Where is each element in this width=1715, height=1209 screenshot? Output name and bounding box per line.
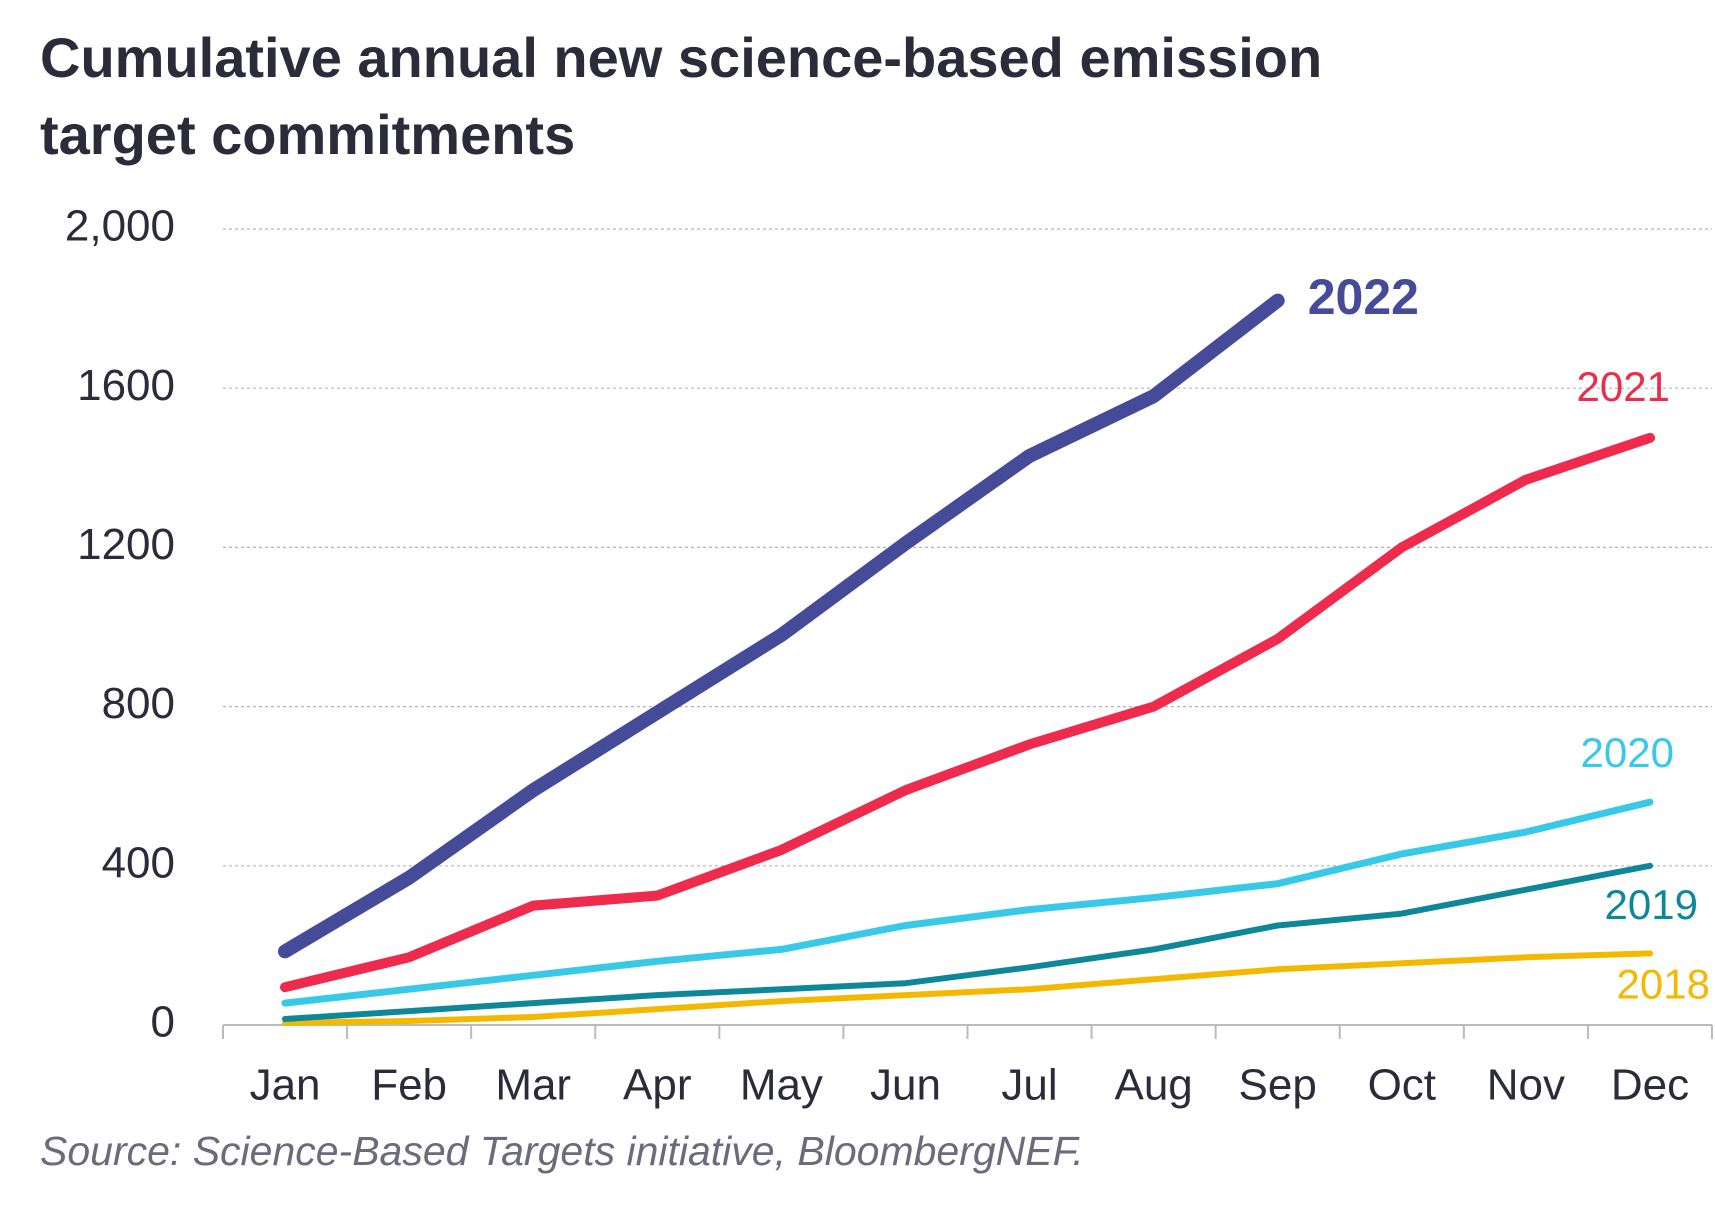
y-tick-label: 1200 — [77, 520, 175, 569]
series-line — [281, 798, 1654, 1007]
y-tick-label: 1600 — [77, 361, 175, 410]
series-label: 2018 — [1617, 960, 1710, 1007]
x-tick-label: Oct — [1368, 1061, 1436, 1110]
y-tick-label: 400 — [102, 838, 175, 887]
y-tick-label: 0 — [151, 998, 175, 1047]
x-tick-label: May — [740, 1061, 823, 1110]
x-tick-label: Feb — [371, 1061, 447, 1110]
y-tick-label: 800 — [102, 679, 175, 728]
series-label: 2019 — [1605, 881, 1698, 928]
x-tick-label: Apr — [623, 1061, 691, 1110]
chart-title: target commitments — [40, 103, 575, 166]
x-tick-label: Sep — [1239, 1061, 1317, 1110]
series-label: 2021 — [1577, 363, 1670, 410]
series-line — [278, 293, 1285, 959]
x-tick-label: Jun — [870, 1061, 941, 1110]
source-note: Source: Science-Based Targets initiative… — [40, 1128, 1084, 1174]
x-tick-label: Jul — [1001, 1061, 1057, 1110]
chart-title: Cumulative annual new science-based emis… — [40, 26, 1322, 89]
x-tick-label: Mar — [495, 1061, 571, 1110]
series-label: 2020 — [1581, 729, 1674, 776]
x-tick-label: Dec — [1611, 1061, 1689, 1110]
x-tick-label: Jan — [250, 1061, 321, 1110]
x-tick-label: Aug — [1114, 1061, 1192, 1110]
series-line — [282, 950, 1653, 1026]
y-tick-label: 2,000 — [65, 202, 175, 251]
x-tick-label: Nov — [1487, 1061, 1565, 1110]
series-line — [282, 862, 1653, 1022]
series-label: 2022 — [1308, 269, 1419, 325]
series-line — [280, 432, 1655, 993]
